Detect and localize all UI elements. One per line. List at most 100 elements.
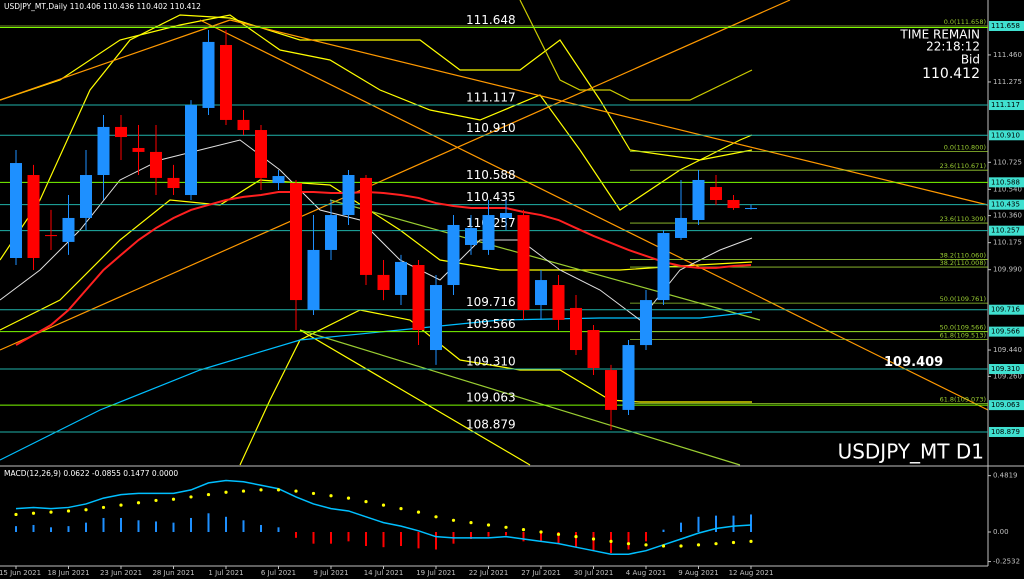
price-box-label: 109.310	[991, 365, 1020, 373]
macd-signal	[329, 494, 333, 498]
macd-signal	[486, 523, 491, 527]
trend-line	[0, 0, 791, 351]
macd-tick-label: 0.4819	[993, 472, 1018, 480]
candle-body	[255, 130, 267, 178]
macd-title: MACD(12,26,9) 0.0622 -0.0855 0.1477 0.00…	[4, 469, 178, 478]
timer-value: 22:18:12	[926, 40, 980, 54]
macd-signal	[504, 525, 508, 529]
macd-main	[15, 479, 752, 555]
candle-body	[167, 177, 180, 189]
candle-body	[465, 228, 477, 245]
macd-signal	[189, 495, 193, 499]
candle-body	[237, 119, 250, 131]
x-tick-label: 9 Aug 2021	[678, 569, 718, 577]
candle-body	[220, 44, 232, 120]
candle-body	[342, 175, 355, 216]
price-box	[989, 225, 1024, 236]
candle-body	[552, 285, 565, 320]
bid-value: 110.412	[922, 66, 980, 82]
macd-signal	[294, 489, 298, 493]
y-tick-label: 111.460	[993, 51, 1022, 59]
macd-signal	[399, 507, 403, 511]
macd-signal	[556, 532, 561, 536]
price-box	[989, 100, 1024, 111]
price-box-label: 110.910	[991, 131, 1020, 139]
level-label: 110.910	[466, 121, 516, 135]
macd-signal	[364, 499, 368, 504]
level-label: 109.566	[466, 317, 516, 331]
watermark: USDJPY_MT D1	[838, 440, 984, 464]
y-tick-label: 110.360	[993, 212, 1022, 220]
macd-signal	[644, 543, 648, 547]
fib-label: 50.0(109.761)	[940, 295, 986, 303]
price-box	[989, 304, 1024, 315]
price-box-label: 110.257	[991, 227, 1020, 235]
macd-signal	[591, 537, 596, 541]
x-tick-label: 15 Jun 2021	[0, 569, 41, 577]
fib-label: 0.0(110.800)	[944, 143, 986, 151]
x-tick-label: 9 Jul 2021	[313, 569, 348, 577]
bid-label: Bid	[961, 53, 980, 67]
macd-signal	[49, 510, 53, 514]
outer-band	[0, 14, 753, 261]
candle-body	[692, 179, 705, 221]
candle-body	[570, 307, 582, 351]
moving-average	[15, 190, 752, 346]
candle-body	[517, 215, 530, 310]
candle-body	[202, 41, 215, 108]
price-box	[989, 364, 1024, 375]
fib-label: 61.8(109.073)	[940, 396, 986, 404]
price-box-label: 110.588	[991, 178, 1020, 186]
price-box	[989, 426, 1024, 437]
level-label: 111.117	[466, 91, 516, 105]
x-tick-label: 23 Jun 2021	[100, 569, 142, 577]
price-box	[989, 177, 1024, 188]
chart-title: USDJPY_MT,Daily 110.406 110.436 110.402 …	[4, 2, 201, 11]
x-tick-label: 4 Aug 2021	[626, 569, 666, 577]
candle-body	[727, 199, 740, 209]
macd-signal	[539, 530, 543, 534]
candle-body	[325, 215, 337, 250]
candle-body	[150, 151, 162, 178]
y-tick-label: 110.175	[993, 239, 1022, 247]
timer-label: TIME REMAIN	[899, 28, 980, 42]
macd-signal	[696, 543, 701, 547]
candle-body	[115, 126, 127, 138]
fast-ma	[0, 139, 753, 321]
candle-body	[535, 280, 547, 306]
candle-body	[675, 217, 687, 238]
price-box-label: 109.063	[991, 401, 1020, 409]
y-tick-label: 109.990	[993, 266, 1022, 274]
macd-signal	[311, 491, 316, 496]
candle-body	[745, 208, 757, 210]
candle-body	[657, 233, 670, 301]
macd-signal	[416, 510, 421, 514]
fib-label: 61.8(109.513)	[940, 331, 986, 339]
macd-signal	[574, 535, 578, 539]
wide-band	[519, 0, 753, 101]
macd-signal	[381, 503, 386, 507]
x-tick-label: 14 Jul 2021	[364, 569, 404, 577]
level-label: 108.879	[466, 417, 516, 431]
candle-body	[377, 274, 390, 290]
outer-lower-band	[239, 309, 752, 466]
macd-signal	[171, 497, 176, 501]
candle-body	[27, 175, 40, 258]
trend-line	[199, 19, 989, 411]
price-box	[989, 130, 1024, 141]
macd-signal	[84, 508, 88, 512]
candle-body	[360, 177, 372, 275]
level-label: 111.648	[466, 13, 516, 27]
x-tick-label: 1 Jul 2021	[208, 569, 243, 577]
price-box-label: 109.716	[991, 306, 1020, 314]
macd-signal	[679, 544, 683, 548]
x-tick-label: 30 Jul 2021	[574, 569, 614, 577]
fib-label: 0.0(111.658)	[944, 18, 986, 26]
macd-signal	[521, 528, 526, 532]
x-tick-label: 28 Jun 2021	[152, 569, 194, 577]
candle-body	[307, 249, 320, 310]
price-box	[989, 199, 1024, 210]
price-box-label: 110.435	[991, 201, 1020, 209]
level-label: 109.310	[466, 355, 516, 369]
